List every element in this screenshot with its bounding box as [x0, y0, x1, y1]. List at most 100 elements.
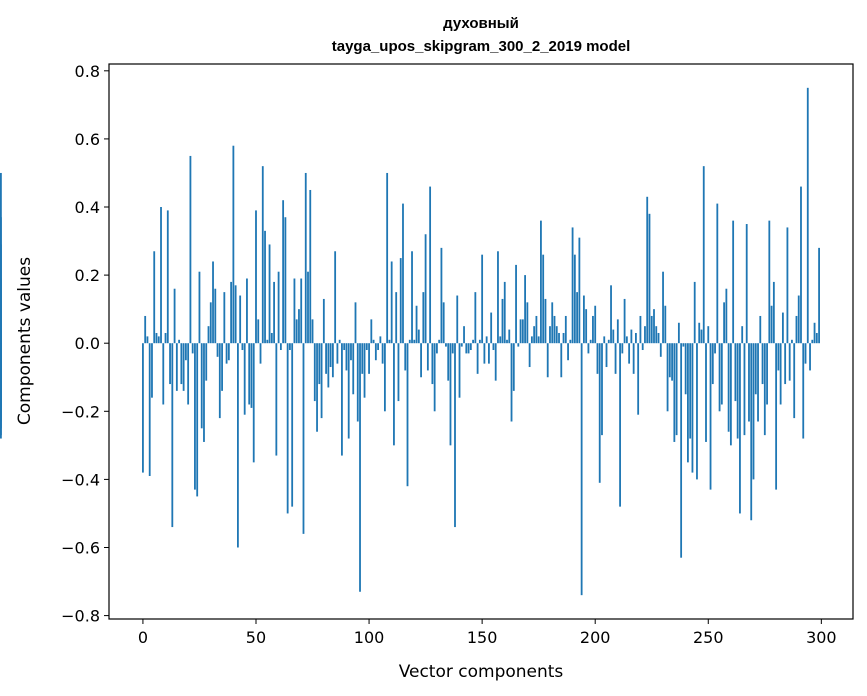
bar-167 [519, 319, 522, 344]
bar-185 [560, 343, 563, 378]
bar-270 [752, 343, 755, 480]
bar-87 [338, 339, 341, 344]
bar-66 [291, 343, 294, 507]
x-tick-label: 100 [354, 628, 385, 647]
bar-134 [445, 343, 447, 347]
bar-191 [573, 254, 576, 344]
bar-45 [243, 343, 246, 415]
bar-68 [295, 319, 298, 344]
bar-120 [413, 339, 416, 344]
bar-30 [209, 302, 212, 344]
bar-94 [354, 302, 357, 344]
bar-250 [707, 326, 710, 344]
bar-183 [555, 326, 558, 344]
bar-165 [515, 264, 517, 344]
bar-182 [553, 315, 556, 344]
bar-194 [580, 343, 583, 596]
bar-47 [248, 343, 251, 405]
bar-38 [227, 343, 230, 361]
bar-92 [350, 343, 352, 361]
bar-114 [399, 258, 402, 344]
bar-53 [261, 166, 264, 344]
bar-119 [411, 251, 413, 344]
bar-156 [494, 343, 497, 381]
bar-266 [743, 343, 746, 436]
bar-179 [546, 343, 549, 378]
bar-106 [381, 343, 384, 364]
bar-247 [700, 329, 703, 344]
bar-228 [657, 332, 660, 344]
bar-256 [720, 343, 723, 405]
bar-105 [379, 336, 382, 344]
bar-252 [711, 343, 714, 385]
bar-121 [415, 305, 418, 344]
bar-52 [259, 343, 262, 364]
bar-268 [748, 343, 750, 422]
bar-16 [178, 339, 181, 344]
bar-7 [157, 336, 160, 344]
x-tick-label: 150 [467, 628, 498, 647]
bar-36 [223, 292, 226, 344]
bar-264 [739, 343, 741, 514]
bar-8 [160, 207, 162, 344]
bar-186 [562, 332, 565, 344]
bar-218 [635, 332, 637, 344]
bar-278 [770, 305, 773, 344]
bar-230 [662, 271, 664, 344]
x-tick-label: 50 [246, 628, 266, 647]
bar-246 [698, 322, 701, 344]
bar-129 [433, 343, 436, 412]
bar-233 [668, 343, 671, 378]
bar-275 [763, 343, 766, 436]
bar-145 [469, 343, 472, 351]
bar-222 [644, 326, 646, 344]
bar-88 [341, 343, 343, 456]
bar-41 [234, 285, 237, 344]
bar-108 [386, 172, 389, 344]
bar-206 [607, 339, 610, 344]
bar-82 [327, 343, 330, 388]
bar-280 [775, 343, 778, 490]
bar-24 [196, 343, 199, 497]
bar-101 [370, 319, 373, 344]
bar-136 [449, 343, 452, 446]
bar-111 [393, 343, 395, 446]
bar-100 [368, 343, 370, 374]
bar-35 [221, 343, 223, 391]
bar-190 [571, 227, 574, 344]
bar-96 [359, 343, 361, 592]
bar-69 [298, 309, 300, 344]
bar-17 [180, 343, 183, 385]
bar-98 [363, 343, 366, 398]
bar-204 [603, 336, 606, 344]
bar-undefined [0, 343, 2, 429]
bar-243 [691, 343, 694, 473]
bar-168 [521, 319, 524, 344]
y-tick-label: −0.6 [61, 538, 100, 557]
bar-188 [567, 343, 569, 361]
bar-177 [542, 254, 545, 344]
bar-171 [528, 343, 531, 368]
x-tick-label: 0 [138, 628, 148, 647]
bar-62 [282, 200, 285, 344]
bars-group [0, 87, 820, 596]
bar-294 [806, 87, 809, 344]
bar-231 [664, 305, 667, 344]
bar-undefined [0, 244, 2, 344]
x-tick-label: 300 [806, 628, 837, 647]
bar-75 [311, 319, 314, 344]
bar-103 [374, 343, 377, 361]
y-tick-label: −0.4 [61, 470, 100, 489]
bar-104 [377, 343, 380, 351]
bar-193 [578, 237, 581, 344]
bar-139 [456, 295, 459, 344]
bar-160 [503, 281, 506, 344]
bar-253 [714, 343, 716, 354]
bar-152 [485, 336, 488, 344]
bar-260 [729, 343, 732, 446]
bar-176 [540, 220, 542, 344]
bar-245 [696, 343, 698, 480]
bar-39 [230, 281, 233, 344]
bar-102 [372, 339, 375, 344]
